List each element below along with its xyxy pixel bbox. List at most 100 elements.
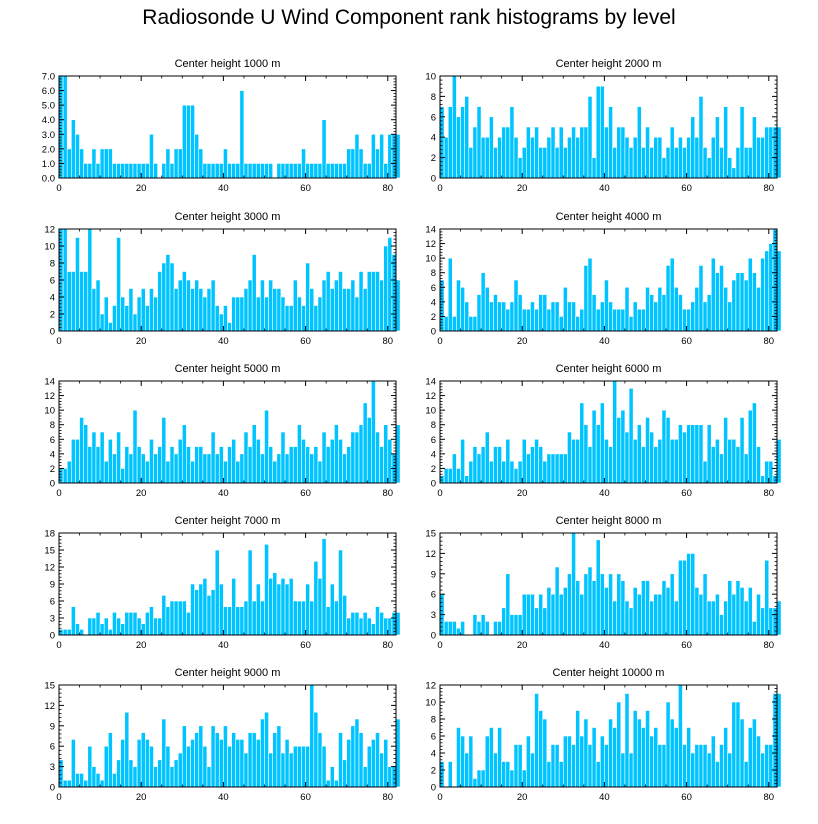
histogram-bar [317,460,323,484]
histogram-bar [329,438,335,484]
x-tick-label: 20 [517,792,528,803]
histogram-bar [591,157,597,179]
histogram-bar [628,387,634,484]
histogram-bar [366,417,372,484]
histogram-bar [661,157,667,179]
histogram-bar [669,126,675,179]
histogram-bar [546,136,552,179]
histogram-bar [161,163,167,179]
histogram-bar [604,744,609,788]
histogram-bar [456,279,461,332]
y-tick-label: 8 [50,420,55,431]
histogram-bar [632,301,638,332]
histogram-bar [346,617,352,636]
histogram-bar [690,752,696,788]
histogram-bar [571,532,576,636]
histogram-bar [387,133,393,179]
histogram-bar [95,773,101,788]
histogram-bar [99,431,105,484]
histogram-bar [334,600,339,636]
histogram-bar [735,272,741,332]
histogram-bar [71,438,76,484]
x-tick-label: 20 [136,183,147,194]
histogram-bar [58,75,64,179]
histogram-bar [276,583,282,636]
histogram-bar [480,446,486,484]
histogram-bar [313,711,319,788]
histogram-bar [153,296,158,332]
histogram-bar [95,163,101,179]
histogram-bar [239,453,245,484]
histogram-bar [575,438,581,484]
histogram-bar [239,606,245,636]
histogram-bar [297,163,302,179]
histogram-bar [66,271,72,332]
histogram-bar [698,593,704,636]
histogram-bar [313,163,319,179]
x-tick-label: 0 [437,488,442,499]
histogram-bar [731,701,737,788]
histogram-bar [546,453,552,484]
histogram-bar [645,710,650,788]
histogram-bar [538,710,544,788]
histogram-bar [325,446,331,484]
histogram-bar [669,718,675,788]
histogram-bar [235,739,241,788]
histogram-bar [317,296,323,332]
histogram-bar [768,744,774,788]
histogram-bar [169,262,175,332]
histogram-bar [727,438,733,484]
y-tick-label: 0 [431,174,436,185]
histogram-bar [116,617,121,636]
histogram-panel: Center height 10000 m 0 2 4 6 8 10 12 0 20 40 60 80 [425,667,782,803]
histogram-bar [526,308,531,332]
histogram-bar [550,126,556,179]
y-tick-label: 12 [425,681,436,692]
histogram-bar [447,106,453,179]
histogram-bar [181,104,187,179]
histogram-bar [362,288,368,332]
histogram-bar [120,163,126,179]
histogram-bar [186,612,191,636]
histogram-bar [628,147,634,179]
histogram-bar [460,106,465,179]
histogram-bar [624,431,630,484]
histogram-bar [145,163,150,179]
y-tick-label: 10 [425,406,436,417]
histogram-bar [149,606,154,636]
histogram-bar [165,254,171,332]
histogram-bar [452,453,457,484]
histogram-bar [772,693,778,788]
histogram-bar [489,301,494,332]
histogram-bar [231,163,237,179]
histogram-bar [103,296,109,332]
histogram-bar [484,136,490,179]
histogram-bar [124,163,130,179]
histogram-bar [354,612,360,636]
histogram-bar [554,744,560,788]
histogram-bar [727,580,733,636]
histogram-bar [641,446,646,484]
histogram-bar [218,739,224,788]
histogram-bar [112,612,117,636]
histogram-bar [284,583,290,636]
histogram-bar [612,380,618,484]
x-tick-label: 0 [437,183,442,194]
histogram-bar [530,593,535,636]
histogram-bar [157,271,163,332]
histogram-bar [206,453,212,484]
histogram-bar [214,549,220,636]
histogram-bar [497,727,502,788]
histogram-bar [321,538,327,636]
histogram-bar [210,163,216,179]
histogram-panel: Center height 4000 m 0 2 4 6 8 10 12 14 0 20 40 60 80 [425,211,782,347]
histogram-bar [66,779,72,788]
histogram-bar [768,607,774,636]
histogram-bar [521,308,527,332]
histogram-bar [280,431,286,484]
histogram-bar [350,612,356,636]
histogram-bar [145,739,150,788]
histogram-bar [395,279,401,332]
histogram-bar [641,308,646,332]
histogram-bar [764,744,770,788]
